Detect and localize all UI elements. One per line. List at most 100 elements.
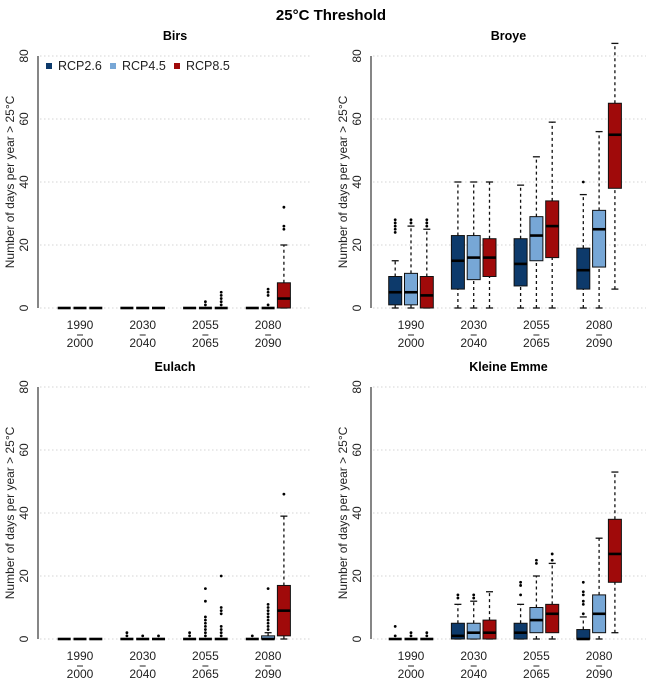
boxplot-rcp26 (388, 625, 402, 641)
outlier-point (219, 609, 223, 613)
outlier-point (204, 615, 207, 619)
outlier-point (188, 634, 192, 638)
outlier-point (219, 294, 223, 297)
y-tick-label: 80 (350, 49, 364, 63)
boxplot-rcp45 (261, 287, 275, 310)
outlier-point (219, 290, 223, 294)
x-tick-label: 2090 (586, 667, 613, 681)
x-tick-label: 1990 (67, 649, 94, 663)
outlier-point (219, 628, 223, 631)
outlier-point (266, 612, 270, 616)
boxplot-rcp26 (120, 631, 134, 641)
boxplot-rcp85 (607, 471, 622, 634)
outlier-point (409, 634, 413, 638)
boxplot-rcp45 (404, 631, 418, 641)
y-tick-label: 60 (350, 443, 364, 457)
boxplot-rcp26 (183, 631, 197, 641)
x-tick-label: 2090 (255, 667, 282, 681)
x-tick-label: 2055 (523, 318, 550, 332)
box (529, 216, 544, 262)
y-tick-label: 40 (17, 506, 31, 520)
outlier-point (204, 599, 207, 603)
x-tick-label: 2030 (129, 649, 156, 663)
x-tick-label: 2080 (255, 649, 282, 663)
boxplot-rcp26 (576, 180, 591, 309)
x-tick-label: 2000 (67, 336, 94, 350)
y-tick-label: 60 (350, 112, 364, 126)
outlier-point (266, 290, 270, 294)
outlier-point (409, 221, 413, 225)
outlier-point (125, 631, 129, 635)
outlier-point (266, 615, 270, 619)
box (513, 622, 528, 640)
outlier-point (393, 227, 397, 231)
x-tick-label: 2065 (523, 667, 550, 681)
outlier-point (581, 593, 585, 597)
y-axis-label: Number of days per year > 25°C (3, 95, 17, 268)
outlier-point (266, 621, 270, 625)
outlier-point (266, 609, 270, 613)
outlier-point (219, 606, 223, 609)
outlier-point (581, 599, 585, 603)
legend-swatch (110, 63, 116, 69)
outlier-point (550, 552, 554, 556)
x-tick-label: 2040 (129, 336, 156, 350)
outlier-point (535, 562, 538, 565)
panel-title: Broye (491, 29, 526, 43)
box (419, 276, 434, 309)
outlier-point (219, 631, 223, 635)
outlier-point (472, 593, 476, 597)
outlier-point (282, 492, 286, 496)
x-tick-label: 2000 (67, 667, 94, 681)
outlier-point (519, 584, 522, 587)
boxplot-rcp85 (482, 181, 497, 309)
y-tick-label: 80 (350, 380, 364, 394)
boxplot-rcp85 (214, 574, 228, 641)
y-axis-label: Number of days per year > 25°C (336, 95, 350, 268)
outlier-point (472, 596, 476, 600)
x-tick-label: 2065 (192, 336, 219, 350)
outlier-point (581, 180, 585, 184)
outlier-point (266, 287, 270, 291)
y-tick-label: 20 (17, 569, 31, 583)
y-tick-label: 60 (17, 443, 31, 457)
box (607, 518, 622, 583)
outlier-point (409, 218, 413, 222)
outlier-point (393, 625, 397, 628)
outlier-point (204, 628, 207, 631)
y-tick-label: 80 (17, 49, 31, 63)
box (404, 272, 418, 306)
outlier-point (204, 587, 207, 590)
x-tick-label: 2080 (586, 318, 613, 332)
outlier-point (535, 558, 538, 562)
x-tick-label: 1990 (398, 649, 425, 663)
y-axis-label: Number of days per year > 25°C (3, 426, 17, 599)
outlier-point (456, 593, 460, 597)
box (576, 629, 591, 640)
outlier-point (519, 580, 522, 584)
outlier-point (393, 224, 397, 228)
y-tick-label: 20 (350, 569, 364, 583)
outlier-point (519, 593, 522, 597)
x-tick-label: 1990 (398, 318, 425, 332)
y-tick-label: 40 (17, 175, 31, 189)
box (482, 619, 497, 640)
outlier-point (581, 590, 585, 594)
box (466, 622, 481, 640)
outlier-point (393, 231, 397, 234)
outlier-point (219, 303, 223, 307)
box (545, 603, 560, 634)
outlier-point (266, 606, 270, 609)
outlier-point (266, 625, 270, 628)
boxplot-rcp85 (214, 290, 228, 310)
outlier-point (157, 634, 160, 638)
outlier-point (282, 227, 286, 231)
outlier-point (425, 221, 429, 225)
y-tick-label: 0 (17, 304, 31, 311)
x-tick-label: 2090 (255, 336, 282, 350)
outlier-point (219, 574, 223, 578)
boxplot-rcp45 (592, 537, 607, 640)
